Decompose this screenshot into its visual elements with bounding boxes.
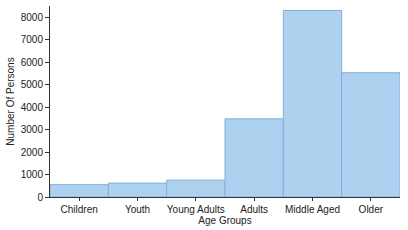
svg-text:2000: 2000 [21, 147, 44, 158]
svg-text:1000: 1000 [21, 169, 44, 180]
svg-text:0: 0 [37, 192, 43, 203]
svg-text:Young Adults: Young Adults [167, 204, 225, 215]
svg-text:Number Of Persons: Number Of Persons [5, 57, 16, 145]
svg-text:Youth: Youth [125, 204, 150, 215]
svg-text:5000: 5000 [21, 79, 44, 90]
svg-text:3000: 3000 [21, 124, 44, 135]
svg-text:4000: 4000 [21, 102, 44, 113]
svg-text:Older: Older [359, 204, 384, 215]
svg-text:Adults: Adults [240, 204, 268, 215]
svg-text:6000: 6000 [21, 57, 44, 68]
svg-text:8000: 8000 [21, 12, 44, 23]
svg-text:Age Groups: Age Groups [198, 215, 251, 226]
svg-text:Middle Aged: Middle Aged [285, 204, 340, 215]
svg-text:Children: Children [61, 204, 98, 215]
svg-text:7000: 7000 [21, 34, 44, 45]
